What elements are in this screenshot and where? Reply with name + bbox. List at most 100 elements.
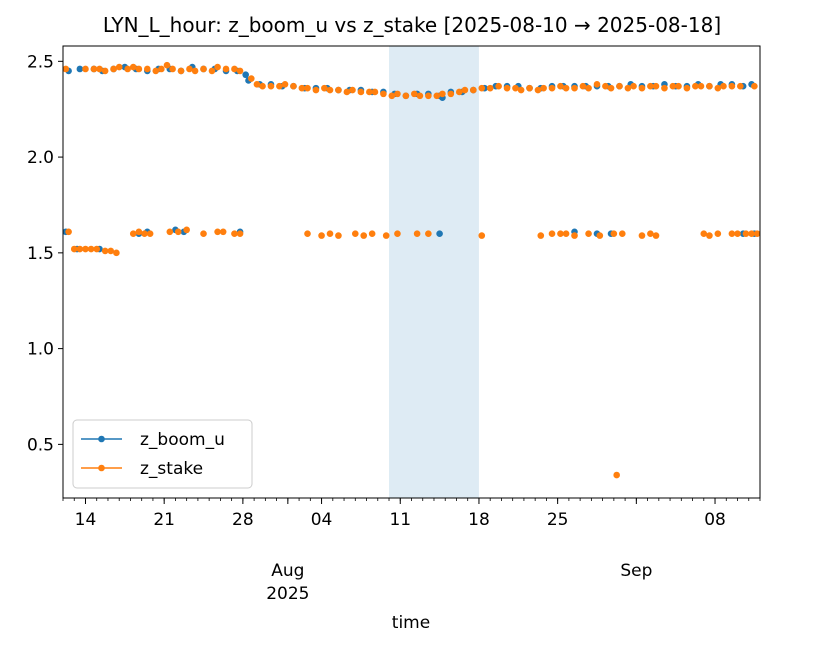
data-point-z-stake — [683, 84, 691, 92]
data-point-z-stake — [208, 67, 216, 75]
data-point-z-stake — [290, 82, 297, 90]
data-point-z-stake — [177, 67, 185, 75]
data-point-z-stake — [281, 81, 289, 88]
data-point-z-stake — [652, 82, 660, 90]
data-point-z-stake — [90, 65, 98, 73]
legend-marker-z-boom-u — [98, 435, 105, 443]
data-point-z-stake — [163, 61, 171, 69]
data-point-z-stake — [585, 230, 592, 237]
data-point-z-stake — [425, 230, 432, 237]
data-point-z-stake — [351, 230, 359, 237]
data-point-z-stake — [607, 84, 615, 92]
data-point-z-stake — [647, 230, 654, 237]
data-point-z-stake — [304, 230, 311, 237]
data-point-z-stake — [349, 86, 356, 94]
data-point-z-stake — [321, 84, 328, 92]
y-tick-label: 2.0 — [27, 148, 54, 168]
data-point-z-boom-u — [242, 71, 249, 79]
data-point-z-stake — [571, 84, 578, 92]
data-point-z-stake — [326, 86, 334, 94]
data-point-z-stake — [526, 84, 533, 92]
data-point-z-stake — [455, 88, 463, 96]
data-point-z-stake — [630, 82, 637, 90]
data-point-z-stake — [152, 67, 160, 75]
data-point-z-stake — [602, 82, 609, 90]
x-tick-label: 28 — [232, 510, 254, 530]
data-point-z-stake — [236, 67, 244, 75]
data-point-z-stake — [593, 81, 601, 88]
data-point-z-stake — [742, 230, 750, 237]
series-z-stake — [62, 61, 761, 479]
legend: z_boom_u z_stake — [72, 419, 253, 489]
data-point-z-stake — [478, 232, 486, 239]
data-point-z-stake — [343, 88, 351, 96]
x-month-label: Aug — [271, 561, 304, 581]
data-point-z-stake — [219, 228, 227, 236]
data-point-z-stake — [548, 230, 556, 237]
data-point-z-stake — [276, 82, 283, 90]
data-point-z-stake — [70, 245, 78, 253]
data-point-z-stake — [697, 82, 705, 90]
data-point-z-stake — [144, 65, 151, 73]
data-point-z-stake — [700, 230, 708, 237]
y-tick-label: 1.5 — [27, 244, 54, 264]
data-point-z-stake — [402, 92, 410, 100]
data-point-z-stake — [115, 63, 123, 71]
x-axis-label: time — [392, 613, 430, 633]
data-point-z-stake — [200, 65, 207, 73]
data-point-z-stake — [661, 84, 668, 92]
data-point-z-stake — [753, 230, 761, 237]
data-point-z-stake — [495, 82, 502, 90]
data-point-z-stake — [461, 86, 469, 94]
data-point-z-stake — [368, 230, 376, 237]
data-point-z-stake — [335, 86, 342, 94]
data-point-z-stake — [82, 65, 89, 73]
chart-title: LYN_L_hour: z_boom_u vs z_stake [2025-08… — [103, 13, 721, 37]
data-point-z-stake — [191, 67, 199, 75]
data-point-z-stake — [537, 232, 545, 239]
data-point-z-stake — [720, 82, 727, 90]
data-point-z-stake — [425, 92, 432, 100]
data-point-z-stake — [174, 228, 182, 236]
data-point-z-stake — [298, 84, 306, 92]
data-point-z-stake — [714, 230, 722, 237]
data-point-z-stake — [231, 230, 238, 237]
data-point-z-stake — [380, 90, 387, 98]
legend-label-z-boom-u: z_boom_u — [140, 430, 225, 450]
data-point-z-stake — [728, 230, 736, 237]
data-point-z-stake — [562, 84, 570, 92]
y-tick-label: 0.5 — [27, 435, 54, 455]
data-point-z-stake — [93, 245, 101, 253]
x-tick-label: 18 — [468, 510, 490, 530]
data-point-z-stake — [413, 230, 421, 237]
data-point-z-stake — [557, 82, 564, 90]
y-tick-label: 2.5 — [27, 52, 54, 72]
data-point-z-stake — [236, 230, 244, 237]
data-point-z-stake — [135, 65, 143, 73]
data-point-z-stake — [433, 92, 441, 100]
data-point-z-stake — [737, 82, 744, 90]
data-point-z-stake — [214, 228, 221, 236]
x-tick-label: 14 — [75, 510, 97, 530]
data-point-z-stake — [394, 90, 401, 98]
data-point-z-stake — [200, 230, 207, 237]
y-tick-label: 1.0 — [27, 340, 54, 360]
legend-box — [72, 419, 253, 489]
data-point-z-stake — [371, 88, 379, 96]
data-point-z-stake — [638, 232, 646, 239]
data-point-z-stake — [675, 82, 682, 90]
x-tick-label: 08 — [704, 510, 726, 530]
legend-label-z-stake: z_stake — [140, 459, 203, 479]
data-point-z-stake — [101, 67, 109, 75]
data-point-z-stake — [312, 86, 320, 94]
data-point-z-stake — [248, 75, 255, 82]
data-point-z-stake — [486, 84, 494, 92]
data-point-z-stake — [96, 65, 103, 73]
data-point-z-stake — [706, 82, 713, 90]
x-tick-label: 04 — [311, 510, 333, 530]
data-point-z-boom-u — [436, 230, 443, 237]
data-point-z-stake — [129, 63, 137, 71]
data-point-z-boom-u — [76, 65, 84, 73]
data-point-z-stake — [647, 82, 654, 90]
